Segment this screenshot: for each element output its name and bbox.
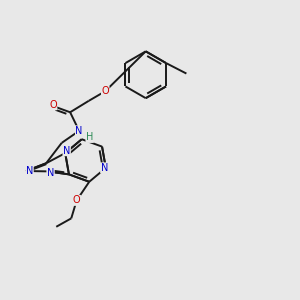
Text: N: N [47, 168, 54, 178]
Text: H: H [86, 133, 93, 142]
Text: N: N [100, 163, 108, 173]
Text: O: O [101, 86, 109, 96]
Text: O: O [49, 100, 57, 110]
Text: N: N [26, 166, 33, 176]
Text: N: N [75, 126, 83, 136]
Text: N: N [63, 146, 70, 156]
Text: O: O [73, 195, 80, 206]
